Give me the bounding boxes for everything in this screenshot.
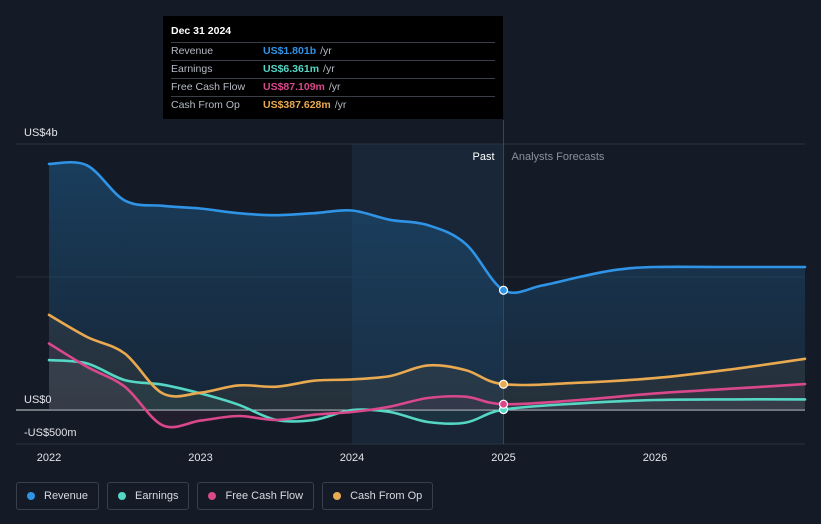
tooltip-unit: /yr <box>334 99 347 111</box>
y-tick-label: US$0 <box>24 394 52 406</box>
earnings-line <box>47 358 807 426</box>
tooltip-label: Cash From Op <box>171 99 240 111</box>
legend-item-earnings[interactable]: Earnings <box>107 482 190 510</box>
legend-item-free-cash-flow[interactable]: Free Cash Flow <box>197 482 315 510</box>
x-tick-label: 2026 <box>643 452 667 464</box>
free-cash-flow-marker <box>498 399 509 409</box>
tooltip-value: US$387.628m <box>263 99 331 111</box>
tooltip-row-revenue: Revenue US$1.801b /yr <box>171 43 495 61</box>
chart-legend: Revenue Earnings Free Cash Flow Cash Fro… <box>16 482 441 512</box>
x-tick-label: 2025 <box>491 452 515 464</box>
tooltip-unit: /yr <box>328 81 341 93</box>
revenue-area <box>49 162 805 410</box>
revenue-dot-icon <box>27 492 35 500</box>
tooltip-value: US$87.109m <box>263 81 325 93</box>
legend-label: Cash From Op <box>350 490 423 502</box>
legend-label: Free Cash Flow <box>225 490 304 502</box>
x-tick-label: 2024 <box>340 452 364 464</box>
series-lines <box>47 160 807 429</box>
tooltip-row-earnings: Earnings US$6.361m /yr <box>171 61 495 79</box>
tooltip-label: Revenue <box>171 45 214 57</box>
tooltip-row-cash-from-op: Cash From Op US$387.628m /yr <box>171 97 495 114</box>
revenue-line <box>47 160 807 295</box>
legend-label: Earnings <box>135 490 179 502</box>
free-cash-flow-dot-icon <box>208 492 217 500</box>
earnings-dot-icon <box>118 492 127 500</box>
axis-labels: US$4b US$0 -US$500m 2022 2023 2024 2025 2026 Pas… <box>24 127 667 464</box>
free-cash-flow-line <box>47 342 807 429</box>
tooltip-value: US$1.801b <box>263 45 317 57</box>
tooltip-row-free-cash-flow: Free Cash Flow US$87.109m /yr <box>171 79 495 97</box>
tooltip-unit: /yr <box>323 63 335 75</box>
series-markers <box>498 285 509 415</box>
forecast-label: Analysts Forecasts <box>512 151 605 163</box>
data-tooltip: Dec 31 2024 Revenue US$1.801b /yr Earnin… <box>163 16 503 119</box>
y-tick-label: US$4b <box>24 127 58 139</box>
x-tick-label: 2023 <box>188 452 212 464</box>
past-label: Past <box>472 151 494 163</box>
cash-from-op-dot-icon <box>333 492 342 500</box>
revenue-marker <box>498 285 509 295</box>
tooltip-unit: /yr <box>320 45 332 57</box>
cash-from-op-line <box>47 313 807 398</box>
earnings-area <box>49 360 805 424</box>
legend-item-cash-from-op[interactable]: Cash From Op <box>322 482 434 510</box>
tooltip-label: Earnings <box>171 63 213 75</box>
x-tick-label: 2022 <box>37 452 61 464</box>
cash-from-op-marker <box>498 379 509 389</box>
legend-item-revenue[interactable]: Revenue <box>16 482 100 510</box>
free-cash-flow-area <box>49 343 805 428</box>
legend-label: Revenue <box>44 490 89 502</box>
y-tick-label: -US$500m <box>24 427 77 439</box>
tooltip-value: US$6.361m <box>263 63 320 75</box>
tooltip-label: Free Cash Flow <box>171 81 246 93</box>
tooltip-date: Dec 31 2024 <box>171 22 495 43</box>
